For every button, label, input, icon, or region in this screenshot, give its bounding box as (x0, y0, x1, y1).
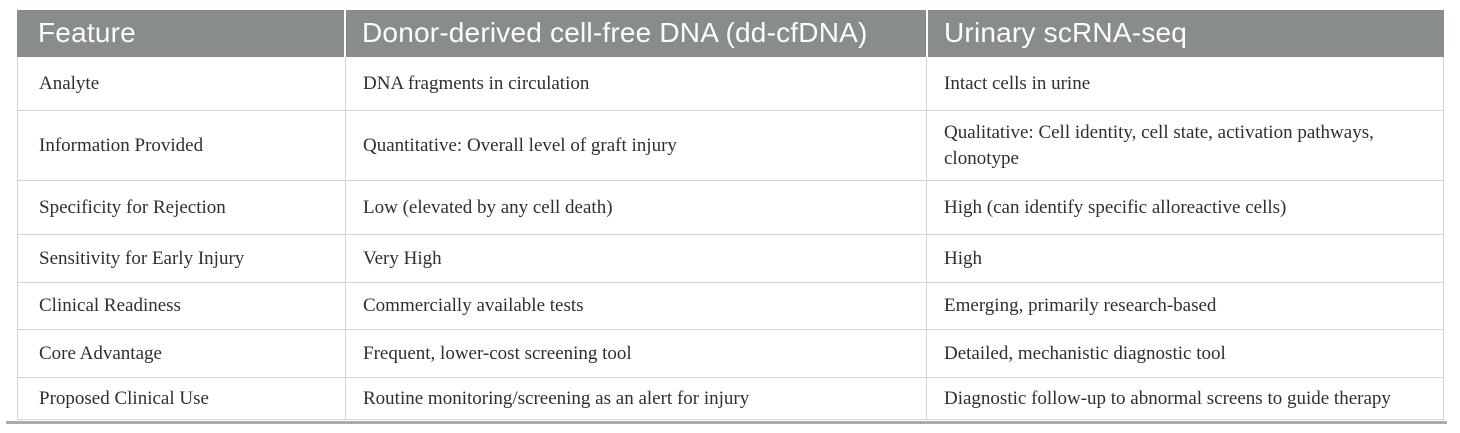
cell-feature: Sensitivity for Early Injury (18, 235, 346, 282)
cell-ddcfdna: Very High (346, 235, 927, 282)
cell-feature: Clinical Readiness (18, 283, 346, 329)
table-row-clinical-readiness: Clinical Readiness Commercially availabl… (18, 283, 1443, 330)
column-header-urinary-scrna-seq: Urinary scRNA-seq (928, 10, 1444, 57)
cell-feature: Information Provided (18, 111, 346, 180)
cell-ddcfdna: Quantitative: Overall level of graft inj… (346, 111, 927, 180)
table-row-specificity-for-rejection: Specificity for Rejection Low (elevated … (18, 181, 1443, 235)
cell-ddcfdna: Routine monitoring/screening as an alert… (346, 378, 927, 419)
cell-scrna: High (can identify specific alloreactive… (944, 196, 1287, 218)
column-header-ddcfdna: Donor-derived cell-free DNA (dd-cfDNA) (346, 10, 928, 57)
cell-feature: Specificity for Rejection (18, 181, 346, 234)
cell-scrna: Diagnostic follow-up to abnormal screens… (944, 387, 1391, 409)
cell-scrna: Emerging, primarily research-based (944, 295, 1217, 317)
cell-scrna: High (944, 247, 982, 269)
table-header-row: Feature Donor-derived cell-free DNA (dd-… (17, 10, 1444, 57)
cell-ddcfdna: DNA fragments in circulation (346, 57, 927, 110)
column-header-feature: Feature (17, 10, 346, 57)
cell-scrna: Detailed, mechanistic diagnostic tool (944, 342, 1226, 364)
table-row-analyte: Analyte DNA fragments in circulation Int… (18, 57, 1443, 111)
table-row-core-advantage: Core Advantage Frequent, lower-cost scre… (18, 330, 1443, 378)
table-bottom-rule (6, 421, 1447, 424)
cell-scrna: Qualitative: Cell identity, cell state, … (944, 122, 1374, 169)
biomarker-comparison-table: Feature Donor-derived cell-free DNA (dd-… (17, 10, 1444, 420)
cell-ddcfdna: Commercially available tests (346, 283, 927, 329)
table-row-information-provided: Information Provided Quantitative: Overa… (18, 111, 1443, 181)
cell-feature: Proposed Clinical Use (18, 378, 346, 419)
cell-scrna: Intact cells in urine (944, 72, 1091, 94)
cell-feature: Core Advantage (18, 330, 346, 377)
table-row-sensitivity-for-early-injury: Sensitivity for Early Injury Very High H… (18, 235, 1443, 283)
cell-ddcfdna: Frequent, lower-cost screening tool (346, 330, 927, 377)
table-body: Analyte DNA fragments in circulation Int… (17, 57, 1444, 420)
cell-ddcfdna: Low (elevated by any cell death) (346, 181, 927, 234)
cell-feature: Analyte (18, 57, 346, 110)
table-row-proposed-clinical-use: Proposed Clinical Use Routine monitoring… (18, 378, 1443, 420)
